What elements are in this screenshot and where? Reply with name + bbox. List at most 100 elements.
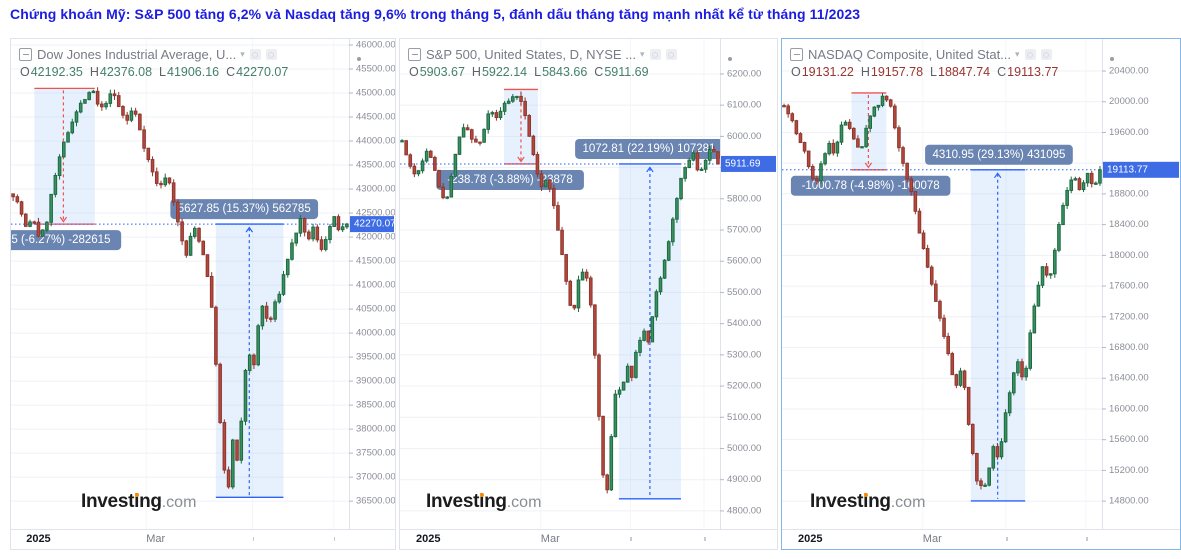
axis-tick-label: 6200.00 [727,68,761,79]
axis-tick-label: 5500.00 [727,287,761,298]
axis-tick-label: 5000.00 [727,443,761,454]
plot-area: -2826.15 (-6.27%) -282615 5627.85 (15.37%… [11,39,395,529]
axis-tick-label: 18400.00 [1109,219,1149,230]
candlestick-chart[interactable]: -1000.78 (-4.98%) -100078 4310.95 (29.13%… [782,39,1180,529]
axis-tick-label: 4800.00 [727,505,761,516]
time-minor-tick [333,537,336,541]
axis-tick-label: 5200.00 [727,381,761,392]
axis-tick-label: 42000.00 [356,232,395,243]
measure-down-label[interactable]: -1000.78 (-4.98%) -100078 [790,175,951,196]
axis-tick-label: 15600.00 [1109,434,1149,445]
axis-tick-label: 38000.00 [356,424,395,435]
time-minor-tick [1006,537,1008,541]
chart-panel-dow-jones: -2826.15 (-6.27%) -282615 5627.85 (15.37%… [10,38,396,550]
more-menu-dot[interactable] [1110,57,1114,61]
axis-tick-label: 5100.00 [727,412,761,423]
price-axis[interactable]: 4800.00 4900.00 5000.00 5100.00 5200.00 5300.… [720,39,761,529]
candles [11,87,349,490]
axis-tick-label: 5400.00 [727,318,761,329]
axis-tick-label: 43500.00 [356,160,395,171]
time-label-month: Mar [540,533,560,545]
axis-tick-label: 16800.00 [1109,342,1149,353]
chart-panel-sp500: -238.78 (-3.88%) -23878 1072.81 (22.19%) … [399,38,778,550]
axis-tick-label: 14800.00 [1109,496,1149,507]
time-minor-tick [1086,537,1088,541]
svg-text:5911.69: 5911.69 [725,158,761,169]
time-axis[interactable]: 2025 Mar [11,529,395,549]
plot-layer: -1000.78 (-4.98%) -100078 4310.95 (29.13%… [782,39,1102,529]
svg-text:-238.78 (-3.88%) -23878: -238.78 (-3.88%) -23878 [447,174,572,186]
axis-tick-label: 44000.00 [356,136,395,147]
axis-tick-label: 20000.00 [1109,96,1149,107]
axis-tick-label: 6100.00 [727,100,761,111]
axis-tick-label: 17600.00 [1109,281,1149,292]
price-axis[interactable]: 14800.00 15200.00 15600.00 16000.00 16400.00… [1102,39,1149,529]
candles [782,93,1102,490]
axis-tick-label: 44500.00 [356,112,395,123]
svg-text:4310.95 (29.13%) 431095: 4310.95 (29.13%) 431095 [932,149,1065,161]
axis-tick-label: 19600.00 [1109,127,1149,138]
candlestick-chart[interactable]: -238.78 (-3.88%) -23878 1072.81 (22.19%) … [400,39,777,529]
measure-down-label[interactable]: -238.78 (-3.88%) -23878 [436,169,584,190]
axis-tick-label: 41000.00 [356,280,395,291]
svg-text:42270.07: 42270.07 [354,219,395,230]
axis-tick-label: 16000.00 [1109,403,1149,414]
plot-area: -238.78 (-3.88%) -23878 1072.81 (22.19%) … [400,39,777,529]
plot-layer: -238.78 (-3.88%) -23878 1072.81 (22.19%) … [400,39,723,529]
plot-area: -1000.78 (-4.98%) -100078 4310.95 (29.13%… [782,39,1180,529]
axis-tick-label: 15200.00 [1109,465,1149,476]
svg-text:-1000.78 (-4.98%) -100078: -1000.78 (-4.98%) -100078 [802,180,940,192]
time-minor-tick [630,537,632,541]
axis-tick-label: 43000.00 [356,184,395,195]
axis-tick-label: 18000.00 [1109,250,1149,261]
axis-tick-label: 5700.00 [727,225,761,236]
axis-tick-label: 16400.00 [1109,373,1149,384]
axis-tick-label: 17200.00 [1109,311,1149,322]
time-label-year: 2025 [26,533,51,545]
measure-up-label[interactable]: 4310.95 (29.13%) 431095 [925,144,1073,165]
svg-text:-2826.15 (-6.27%) -282615: -2826.15 (-6.27%) -282615 [11,234,110,246]
time-label-month: Mar [922,533,942,545]
price-tag: 42270.07 [350,216,395,233]
price-tag: 19113.77 [1103,161,1179,178]
measure-up-label[interactable]: 1072.81 (22.19%) 107281 [575,138,723,159]
svg-text:19113.77: 19113.77 [1107,164,1148,175]
axis-tick-label: 20400.00 [1109,66,1149,77]
time-axis[interactable]: 2025 Mar [782,529,1180,549]
price-tag: 5911.69 [721,155,776,172]
time-minor-tick [252,537,255,541]
axis-tick-label: 6000.00 [727,131,761,142]
axis-tick-label: 37500.00 [356,448,395,459]
charts-row: -2826.15 (-6.27%) -282615 5627.85 (15.37%… [0,38,1181,550]
more-menu-dot[interactable] [357,57,361,61]
more-menu-dot[interactable] [728,57,732,61]
time-label-year: 2025 [416,533,441,545]
axis-tick-label: 39500.00 [356,352,395,363]
axis-tick-label: 40500.00 [356,304,395,315]
measure-up-label[interactable]: 5627.85 (15.37%) 562785 [170,199,319,220]
svg-text:1072.81 (22.19%) 107281: 1072.81 (22.19%) 107281 [582,143,715,155]
axis-tick-label: 4900.00 [727,474,761,485]
measure-down-label[interactable]: -2826.15 (-6.27%) -282615 [11,230,122,251]
headline: Chứng khoán Mỹ: S&P 500 tăng 6,2% và Nas… [10,6,861,22]
axis-tick-label: 36500.00 [356,496,395,507]
price-axis[interactable]: 36500.00 37000.00 37500.00 38000.00 38500.00… [349,39,395,529]
axis-tick-label: 46000.00 [356,40,395,51]
axis-tick-label: 5800.00 [727,193,761,204]
axis-tick-label: 41500.00 [356,256,395,267]
axis-tick-label: 18800.00 [1109,188,1149,199]
axis-tick-label: 37000.00 [356,472,395,483]
axis-tick-label: 45500.00 [356,64,395,75]
axis-tick-label: 45000.00 [356,88,395,99]
chart-panel-nasdaq: -1000.78 (-4.98%) -100078 4310.95 (29.13%… [781,38,1181,550]
axis-tick-label: 5300.00 [727,349,761,360]
time-label-month: Mar [146,533,166,545]
axis-tick-label: 40000.00 [356,328,395,339]
axis-tick-label: 42500.00 [356,208,395,219]
time-axis[interactable]: 2025 Mar [400,529,777,549]
plot-layer: -2826.15 (-6.27%) -282615 5627.85 (15.37%… [11,39,349,529]
candlestick-chart[interactable]: -2826.15 (-6.27%) -282615 5627.85 (15.37%… [11,39,395,529]
axis-tick-label: 39000.00 [356,376,395,387]
time-minor-tick [704,537,706,541]
